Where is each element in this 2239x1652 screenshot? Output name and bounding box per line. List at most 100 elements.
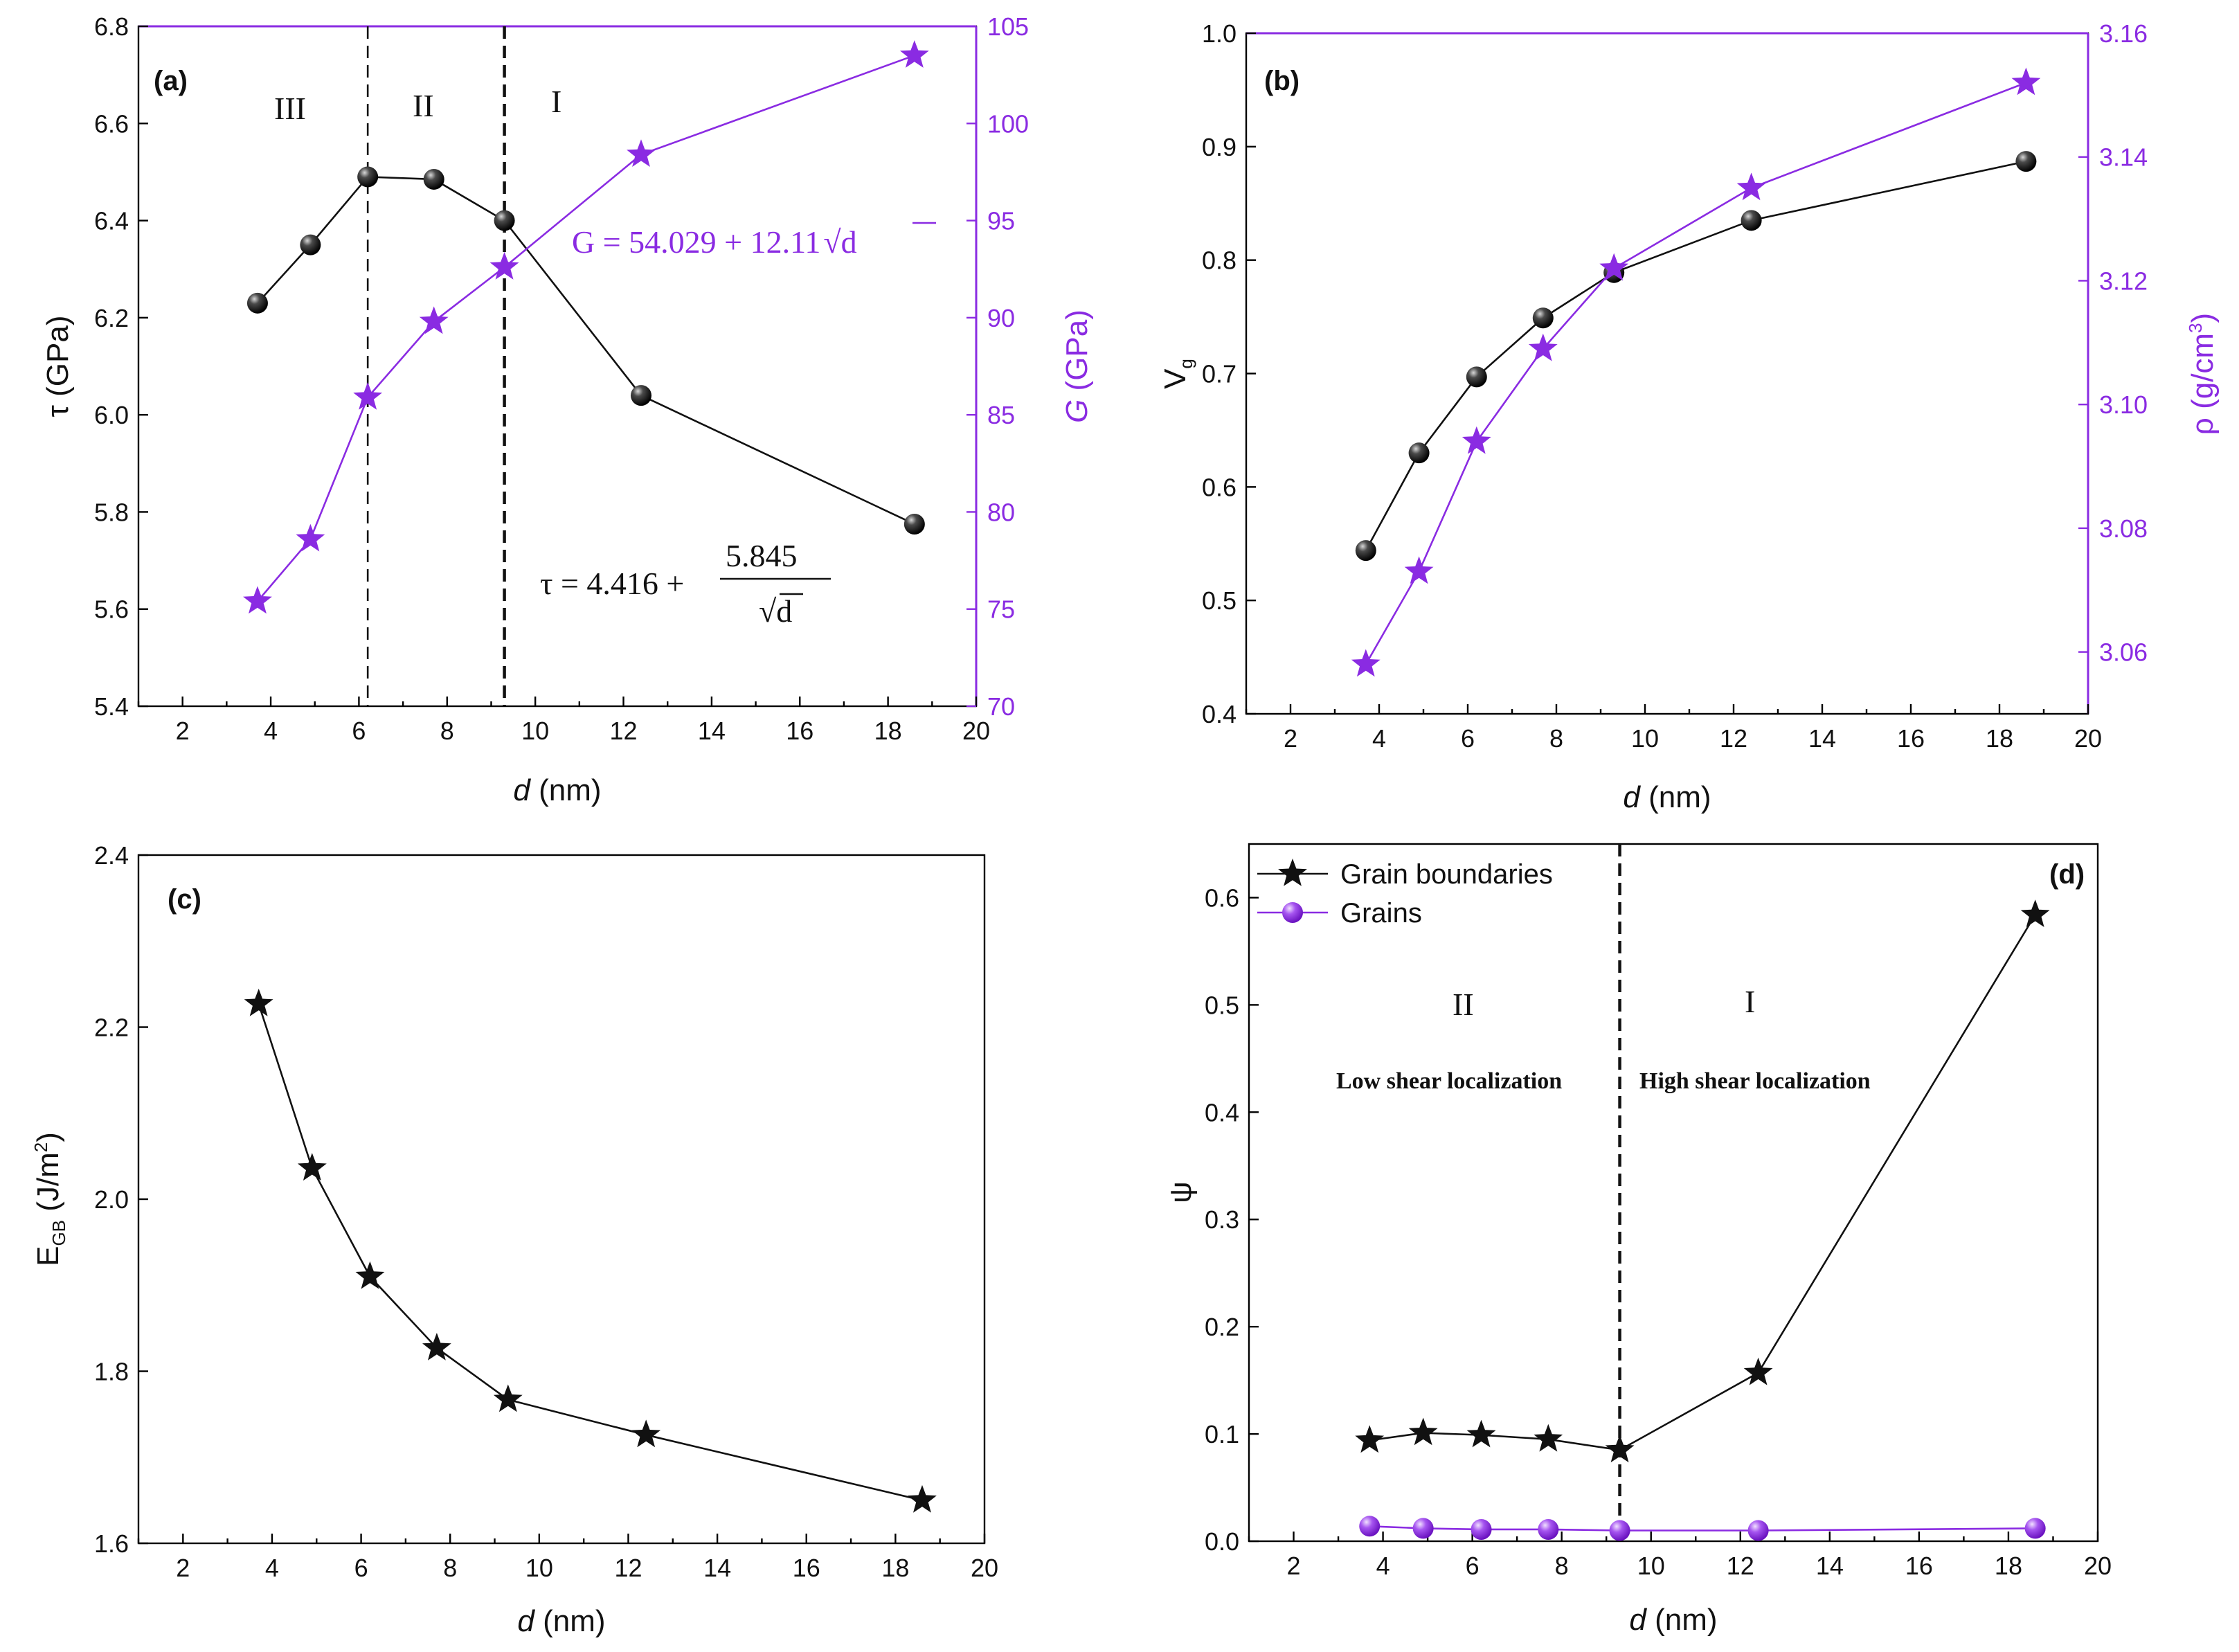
- panel-a-y2tick-label-70: 70: [987, 692, 1015, 721]
- panel-a-xtick-label-20: 20: [962, 717, 990, 745]
- panel-a-ytick-label-5.8: 5.8: [94, 498, 129, 526]
- panel-a-y2tick-label-95: 95: [987, 207, 1015, 235]
- panel-b-series-1-point-4: [1599, 253, 1629, 281]
- panel-b-series-1-line: [1365, 82, 2026, 665]
- legend-gb-label: Grain boundaries: [1340, 859, 1553, 890]
- panel-d-xtick-label-6: 6: [1466, 1552, 1480, 1580]
- panel-d-series-0-point-6: [2020, 899, 2050, 927]
- panel-a-eq-tau-den: √d: [759, 593, 792, 629]
- panel-a-ytick-label-6.0: 6.0: [94, 401, 129, 429]
- panel-d-ytick-label-0.4: 0.4: [1205, 1098, 1239, 1126]
- panel-b-series-0-point-6: [2015, 151, 2037, 172]
- chart-marks: 2 4 6 8 10 12 14 16 18 20 5.4 5.6 5.8 6.0 6.2 6.4 6.6 6.8…: [94, 12, 2148, 1582]
- panel-b-xtick-label-14: 14: [1808, 724, 1836, 753]
- panel-b-ytick-label-0.9: 0.9: [1202, 133, 1237, 161]
- panel-a-x-axis-title-unit: (nm): [530, 773, 602, 807]
- panel-c-chart: (c) d (nm) EGB (J/m2): [30, 854, 986, 1638]
- panel-a-xtick-label-8: 8: [440, 717, 454, 745]
- panel-c-series-0-point-0: [244, 989, 273, 1016]
- panel-c-y-axis-title-unit: (J/m: [31, 1152, 65, 1220]
- panel-a-y2tick-label-85: 85: [987, 401, 1015, 429]
- panel-a-series-0-point-2: [357, 166, 379, 188]
- panel-c-xtick-label-16: 16: [793, 1554, 820, 1582]
- panel-c-xtick-label-20: 20: [971, 1554, 998, 1582]
- panel-d-xtick-label-14: 14: [1816, 1552, 1844, 1580]
- panel-c-plot-frame: [137, 854, 986, 1545]
- panel-c-series-0-point-5: [631, 1419, 661, 1448]
- panel-c-ytick-label-2.0: 2.0: [94, 1185, 129, 1214]
- panel-a-eq-G-text: G = 54.029 + 12.11: [572, 224, 820, 260]
- panel-b-series-1-point-3: [1528, 333, 1558, 361]
- panel-b-xtick-label-18: 18: [1986, 724, 2013, 753]
- panel-a-y2tick-label-75: 75: [987, 595, 1015, 624]
- panel-a-series-1-point-1: [296, 523, 325, 552]
- panel-a-eq-tau-num: 5.845: [726, 538, 798, 573]
- panel-b-chart: (b) d (nm) Vg ρ (g/cm3): [1158, 32, 2220, 814]
- panel-b-ytick-label-0.8: 0.8: [1202, 246, 1237, 275]
- panel-b-y2-axis-title: ρ (g/cm3): [2185, 313, 2220, 435]
- panel-b-series-0-point-1: [1408, 442, 1430, 464]
- panel-a-xtick-label-12: 12: [610, 717, 638, 745]
- panel-a-ytick-label-6.6: 6.6: [94, 109, 129, 138]
- panel-b-xtick-label-2: 2: [1284, 724, 1297, 753]
- panel-a-xtick-label-6: 6: [352, 717, 366, 745]
- panel-b-series-1-point-6: [2011, 67, 2041, 96]
- panel-a-ytick-label-6.4: 6.4: [94, 207, 129, 235]
- panel-a-series-0-point-1: [300, 234, 321, 255]
- panel-b-xtick-label-4: 4: [1372, 724, 1386, 753]
- panel-d-ytick-label-0.2: 0.2: [1205, 1313, 1239, 1341]
- panel-b-series-1-point-2: [1462, 426, 1491, 454]
- panel-d-xtick-label-16: 16: [1905, 1552, 1933, 1580]
- panel-d-series-0-point-1: [1408, 1417, 1438, 1446]
- panel-b-y2-axis-title-end: ): [2186, 313, 2220, 323]
- panel-c-xtick-label-4: 4: [265, 1554, 279, 1582]
- panel-d-chart: (d) II I Low shear localization High she…: [1164, 843, 2099, 1637]
- panel-c-xtick-label-8: 8: [443, 1554, 457, 1582]
- panel-d-xtick-label-10: 10: [1637, 1552, 1665, 1580]
- panel-d-xtick-label-2: 2: [1287, 1552, 1301, 1580]
- panel-a-series-0-point-3: [423, 168, 444, 190]
- panel-d-legend: Grain boundaries Grains: [1257, 859, 1553, 928]
- panel-c-y-axis-title: EGB (J/m2): [30, 1132, 69, 1266]
- panel-d-xtick-label-12: 12: [1727, 1552, 1754, 1580]
- panel-a-plot-frame: [137, 25, 978, 708]
- panel-a-x-axis-title: d (nm): [513, 773, 601, 807]
- panel-c-xtick-label-12: 12: [614, 1554, 642, 1582]
- panel-d-label: (d): [2049, 859, 2085, 890]
- panel-a-chart: (a) III II I G = 54.029 + 12.11√d τ = 4.…: [41, 25, 1094, 807]
- panel-c-x-axis-title: d (nm): [517, 1604, 605, 1638]
- panel-a-y2tick-label-90: 90: [987, 304, 1015, 332]
- panel-b-y2-axis-title-text: ρ (g/cm: [2186, 333, 2220, 435]
- panel-d-series-1-point-5: [1747, 1520, 1769, 1541]
- panel-d-series-0-point-4: [1605, 1435, 1635, 1463]
- panel-c-xtick-label-6: 6: [354, 1554, 368, 1582]
- panel-a-series-1-point-2: [353, 381, 383, 410]
- panel-b-y2tick-label-3.12: 3.12: [2099, 267, 2148, 295]
- panel-a-y2-axis-title-var: G: [1060, 399, 1094, 423]
- panel-c-xtick-label-10: 10: [525, 1554, 553, 1582]
- panel-a-eq-G-rad: d: [841, 224, 857, 260]
- panel-a-series-1-point-3: [419, 306, 449, 334]
- panel-a-x-axis-title-var: d: [513, 773, 531, 807]
- panel-c-series-0-point-6: [908, 1484, 937, 1513]
- panel-a-y2tick-label-100: 100: [987, 109, 1029, 138]
- panel-b-y2-axis-title-sup: 3: [2185, 323, 2206, 332]
- panel-b-y2tick-label-3.14: 3.14: [2099, 143, 2148, 172]
- panel-b-series-1-point-0: [1351, 649, 1381, 677]
- panel-d-series-1-point-2: [1471, 1518, 1492, 1540]
- panel-d-series-1-point-3: [1538, 1518, 1559, 1540]
- panel-b-y-axis-title-sub: g: [1176, 359, 1196, 368]
- panel-c-x-axis-title-var: d: [517, 1604, 535, 1638]
- panel-a-eq-tau-sqrt: √: [759, 593, 777, 629]
- panel-c-ytick-label-2.4: 2.4: [94, 841, 129, 870]
- panel-c-ytick-label-1.6: 1.6: [94, 1529, 129, 1558]
- panel-c-y-axis-title-sub: GB: [48, 1220, 69, 1246]
- panel-d-plot-frame: [1248, 843, 2099, 1543]
- panel-b-xtick-label-10: 10: [1631, 724, 1659, 753]
- panel-b-x-axis-title-var: d: [1623, 780, 1641, 814]
- panel-a-region-III: III: [274, 91, 306, 126]
- panel-a-eq-G-sqrt: √: [823, 224, 841, 260]
- panel-b-xtick-label-6: 6: [1461, 724, 1475, 753]
- panel-b-ytick-label-0.5: 0.5: [1202, 586, 1237, 615]
